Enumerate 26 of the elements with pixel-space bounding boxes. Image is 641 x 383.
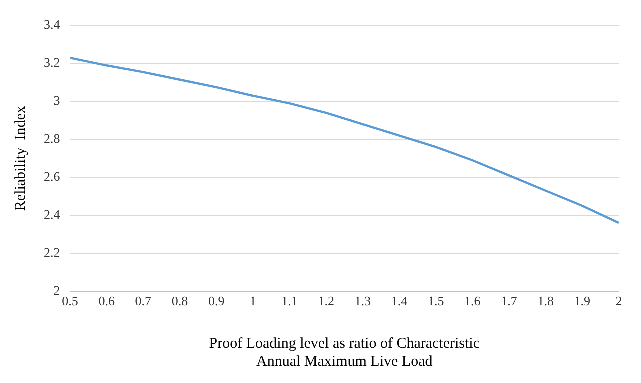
x-tick-label: 1.2 xyxy=(318,294,334,309)
y-tick-label: 3 xyxy=(54,93,60,108)
y-axis-title: Reliability Index xyxy=(12,106,29,212)
x-tick-label: 1.3 xyxy=(354,294,372,309)
x-tick-label: 0.8 xyxy=(172,294,188,309)
x-tick-label: 1.4 xyxy=(391,294,408,309)
y-tick-label: 2 xyxy=(54,282,60,298)
x-tick-label: 0.5 xyxy=(62,294,78,309)
y-tick-label: 2.2 xyxy=(44,244,60,260)
x-tick-label: 2 xyxy=(616,294,622,309)
x-axis-title: Proof Loading level as ratio of Characteristic Annual Maximum Live Load xyxy=(209,336,480,370)
x-tick-label: 1.9 xyxy=(574,294,591,309)
x-tick-label: 1.7 xyxy=(501,294,518,309)
x-tick-label: 0.9 xyxy=(208,294,225,309)
x-tick-label: 0.7 xyxy=(135,294,152,309)
x-tick-label: 1 xyxy=(250,294,256,309)
x-tick-label: 0.6 xyxy=(98,294,116,309)
x-tick-label: 1.5 xyxy=(428,294,444,309)
y-tick-label: 2.8 xyxy=(44,131,60,146)
x-tick-label: 1.1 xyxy=(282,294,298,309)
x-tick-label: 1.8 xyxy=(538,294,554,309)
y-tick-label: 3.4 xyxy=(44,17,61,32)
y-tick-label: 2.4 xyxy=(44,206,61,222)
y-tick-label: 2.6 xyxy=(44,168,61,184)
y-tick-label: 3.2 xyxy=(44,55,60,70)
x-tick-label: 1.6 xyxy=(464,294,482,309)
